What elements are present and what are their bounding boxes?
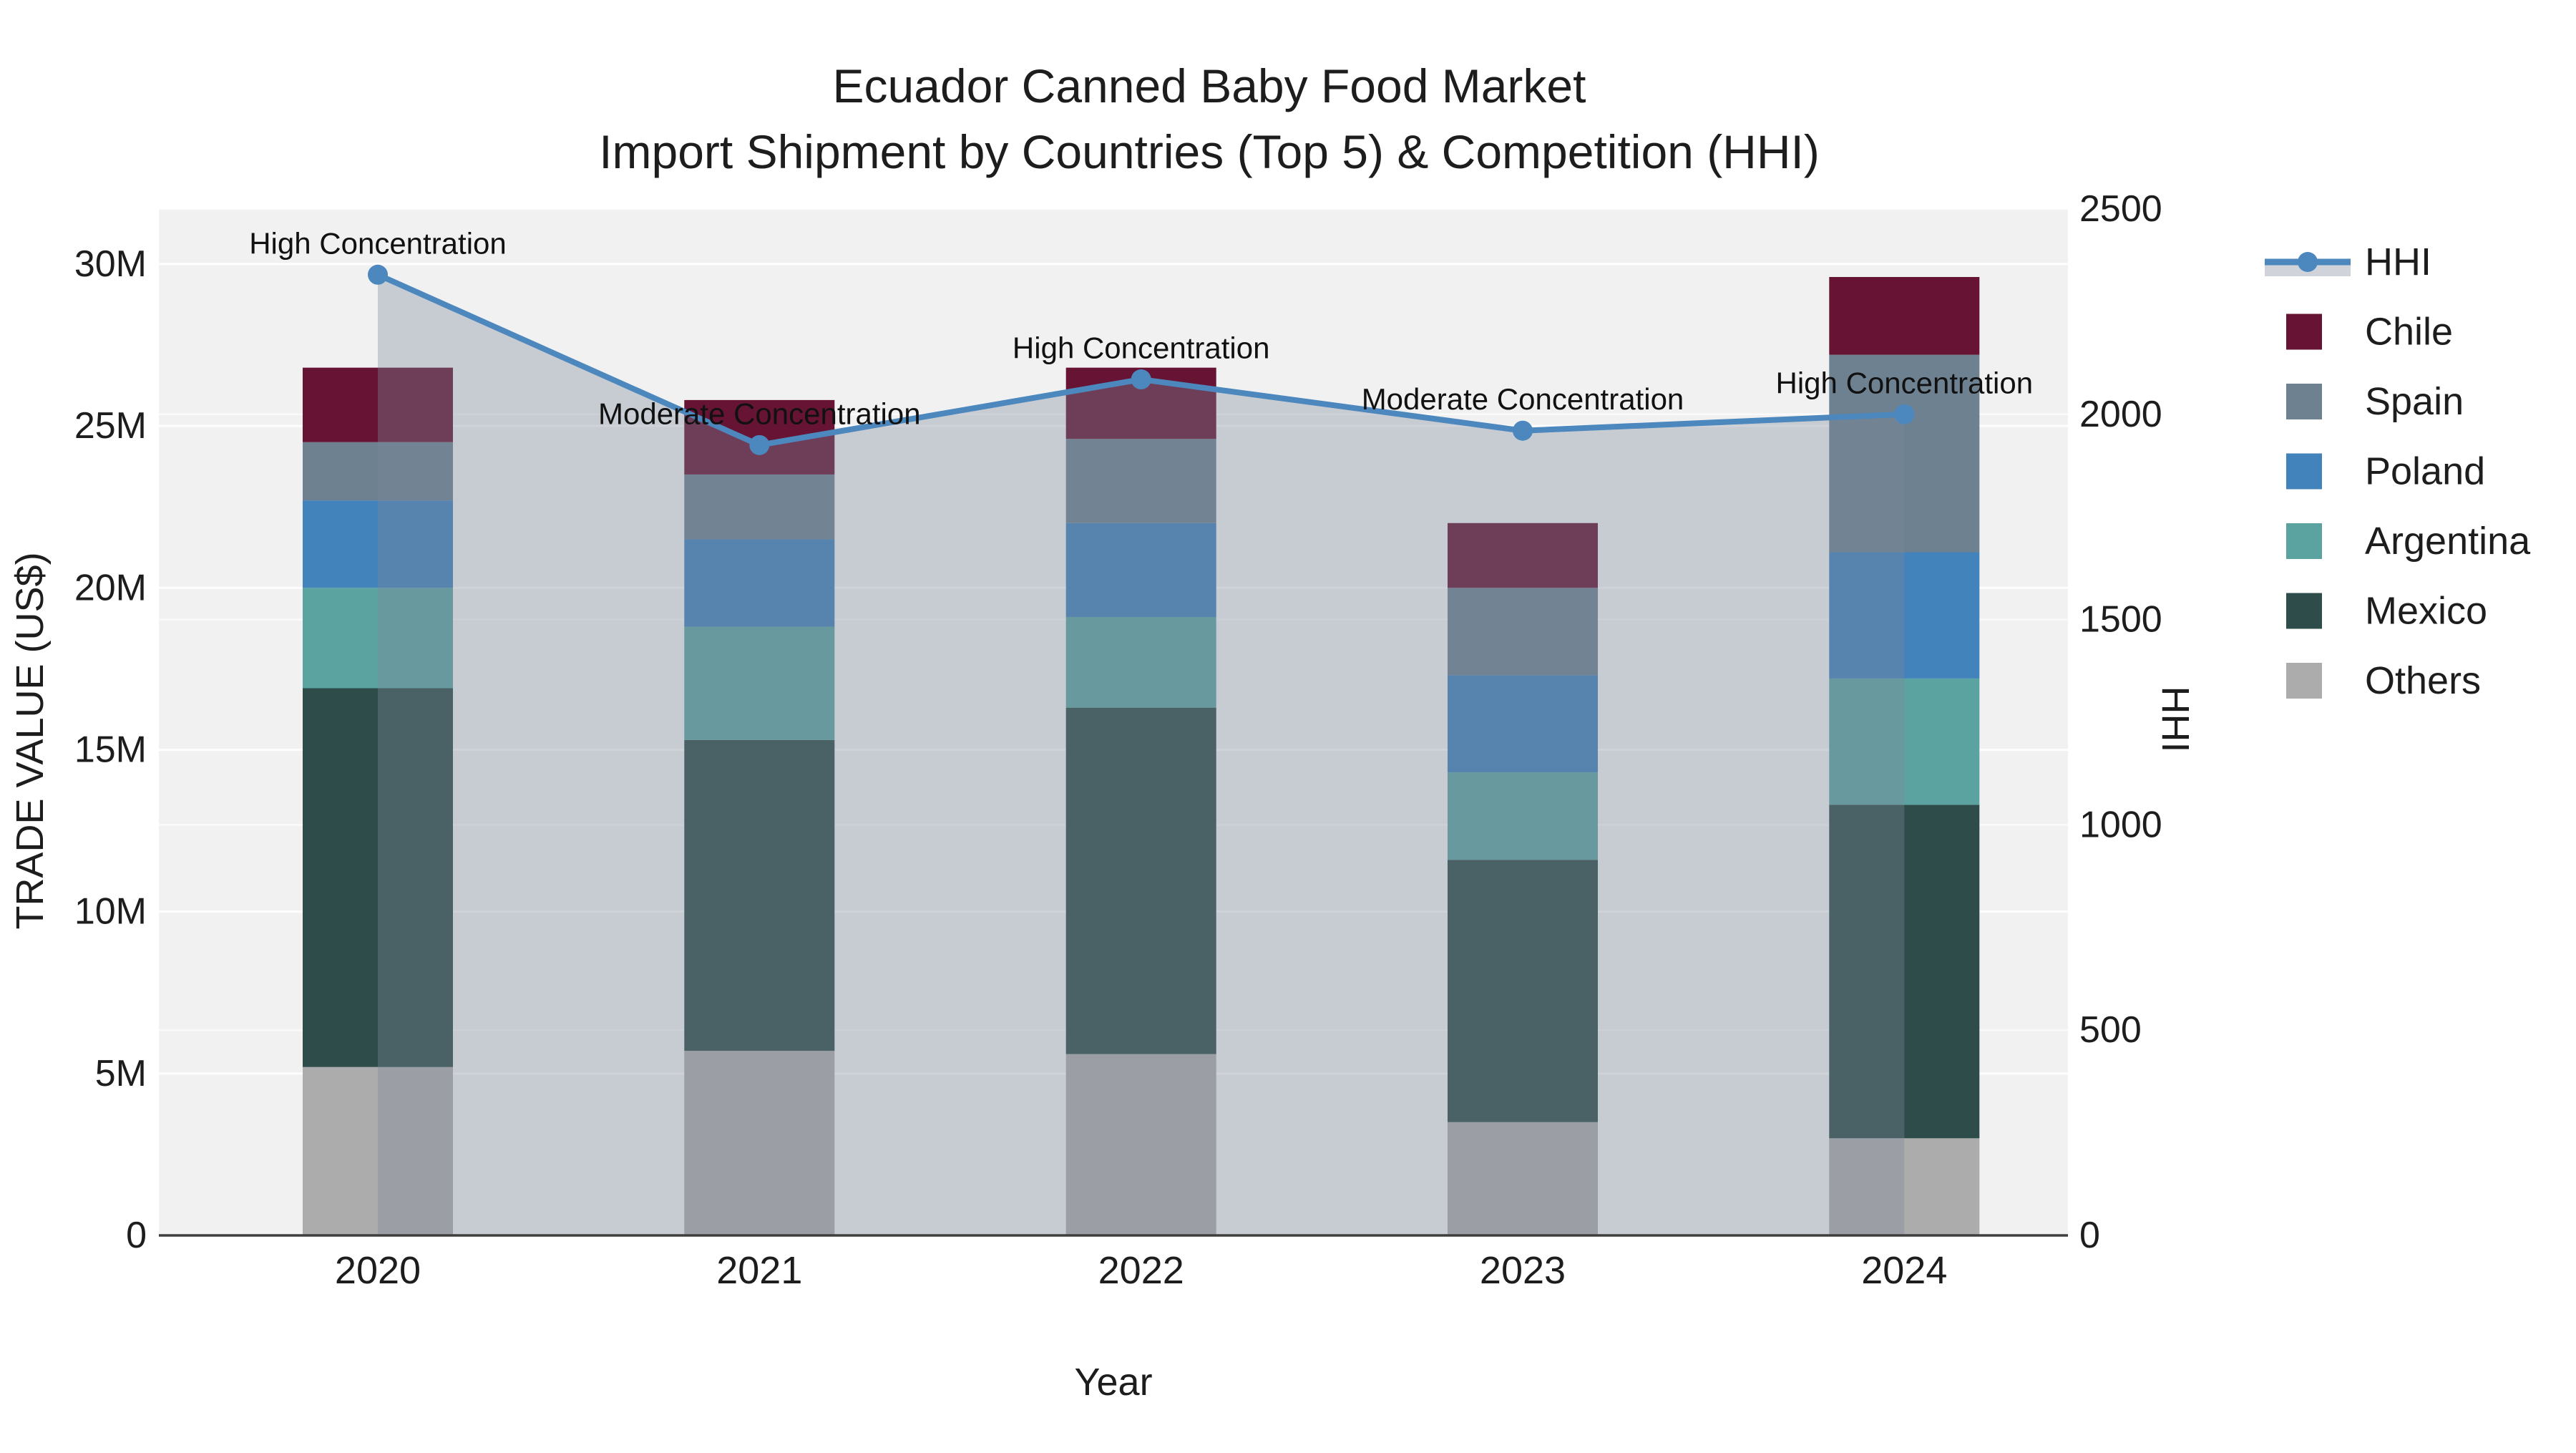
chart-title: Ecuador Canned Baby Food Market <box>833 59 1586 112</box>
legend-item-hhi[interactable]: HHI <box>2265 240 2431 283</box>
y-right-axis-title: HHI <box>2154 686 2197 753</box>
bar-segment-poland-2022[interactable] <box>1065 523 1216 617</box>
hhi-marker-2021[interactable] <box>749 434 770 455</box>
legend-item-chile[interactable]: Chile <box>2286 311 2453 354</box>
bar-segment-chile-2023[interactable] <box>1448 523 1598 588</box>
x-axis-title: Year <box>1074 1361 1152 1404</box>
legend-label-poland: Poland <box>2365 450 2485 493</box>
legend-label-chile: Chile <box>2365 311 2453 354</box>
bar-segment-poland-2023[interactable] <box>1448 675 1598 773</box>
bar-segment-spain-2021[interactable] <box>684 474 835 540</box>
y-right-tick-0: 0 <box>2079 1215 2100 1256</box>
annotation-2020: High Concentration <box>249 226 507 260</box>
bar-segment-argentina-2022[interactable] <box>1065 616 1216 708</box>
hhi-marker-2022[interactable] <box>1131 369 1151 390</box>
bar-segment-mexico-2022[interactable] <box>1065 707 1216 1054</box>
bar-segment-chile-2020[interactable] <box>303 367 453 442</box>
hhi-marker-2024[interactable] <box>1894 404 1915 424</box>
y-right-tick-1500: 1500 <box>2079 599 2162 641</box>
y-left-tick-30M: 30M <box>74 243 147 285</box>
legend-swatch-poland <box>2286 453 2322 490</box>
annotation-2023: Moderate Concentration <box>1362 382 1684 416</box>
bar-segment-spain-2022[interactable] <box>1065 439 1216 523</box>
legend-swatch-spain <box>2286 384 2322 419</box>
legend-item-poland[interactable]: Poland <box>2286 450 2485 493</box>
legend-item-others[interactable]: Others <box>2286 659 2481 702</box>
bar-segment-spain-2020[interactable] <box>303 442 453 501</box>
legend-swatch-argentina <box>2286 523 2322 559</box>
legend-item-mexico[interactable]: Mexico <box>2286 590 2487 633</box>
y-right-tick-2500: 2500 <box>2079 188 2162 230</box>
y-left-tick-0: 0 <box>126 1215 147 1256</box>
bar-segment-argentina-2021[interactable] <box>684 626 835 740</box>
bar-segment-spain-2023[interactable] <box>1448 588 1598 676</box>
bar-segment-argentina-2020[interactable] <box>303 588 453 689</box>
bar-segment-poland-2021[interactable] <box>684 539 835 627</box>
bar-segment-others-2024[interactable] <box>1829 1138 1980 1235</box>
bar-segment-argentina-2024[interactable] <box>1829 678 1980 805</box>
y-left-tick-15M: 15M <box>74 729 147 770</box>
x-tick-2021: 2021 <box>716 1249 802 1292</box>
bar-segment-mexico-2024[interactable] <box>1829 805 1980 1139</box>
x-tick-2020: 2020 <box>335 1249 421 1292</box>
legend-item-spain[interactable]: Spain <box>2286 380 2464 423</box>
legend-swatch-others <box>2286 663 2322 699</box>
x-tick-2022: 2022 <box>1098 1249 1184 1292</box>
x-tick-2024: 2024 <box>1861 1249 1947 1292</box>
bar-segment-mexico-2020[interactable] <box>303 688 453 1067</box>
bar-segment-mexico-2021[interactable] <box>684 739 835 1051</box>
y-right-tick-500: 500 <box>2079 1009 2142 1051</box>
legend-label-hhi: HHI <box>2365 240 2431 283</box>
y-left-tick-25M: 25M <box>74 405 147 447</box>
legend-label-argentina: Argentina <box>2365 520 2531 563</box>
y-right-tick-1000: 1000 <box>2079 804 2162 845</box>
annotation-2024: High Concentration <box>1776 366 2034 399</box>
bar-segment-poland-2020[interactable] <box>303 500 453 588</box>
bar-segment-poland-2024[interactable] <box>1829 552 1980 679</box>
bar-segment-others-2022[interactable] <box>1065 1054 1216 1235</box>
bar-segment-spain-2024[interactable] <box>1829 354 1980 553</box>
bar-segment-others-2021[interactable] <box>684 1051 835 1235</box>
hhi-marker-2023[interactable] <box>1513 420 1533 441</box>
legend-label-spain: Spain <box>2365 380 2464 423</box>
legend-swatch-chile <box>2286 314 2322 350</box>
legend-label-others: Others <box>2365 659 2481 702</box>
bar-segment-argentina-2023[interactable] <box>1448 772 1598 860</box>
hhi-marker-2020[interactable] <box>368 264 388 285</box>
y-left-tick-10M: 10M <box>74 891 147 933</box>
x-tick-2023: 2023 <box>1480 1249 1566 1292</box>
y-left-tick-20M: 20M <box>74 567 147 608</box>
y-left-axis-title: TRADE VALUE (US$) <box>9 552 52 929</box>
bar-segment-others-2023[interactable] <box>1448 1122 1598 1235</box>
legend-hhi-marker <box>2298 252 2318 272</box>
legend-item-argentina[interactable]: Argentina <box>2286 520 2531 563</box>
annotation-2021: Moderate Concentration <box>598 397 921 430</box>
legend-swatch-mexico <box>2286 593 2322 629</box>
y-right-tick-2000: 2000 <box>2079 394 2162 435</box>
hhi-area-fill <box>378 274 1905 1235</box>
y-left-tick-5M: 5M <box>95 1053 147 1094</box>
bar-segment-chile-2024[interactable] <box>1829 276 1980 355</box>
chart-subtitle: Import Shipment by Countries (Top 5) & C… <box>599 125 1820 178</box>
bar-segment-others-2020[interactable] <box>303 1066 453 1235</box>
bar-segment-mexico-2023[interactable] <box>1448 860 1598 1122</box>
annotation-2022: High Concentration <box>1013 331 1270 365</box>
legend-label-mexico: Mexico <box>2365 590 2487 633</box>
